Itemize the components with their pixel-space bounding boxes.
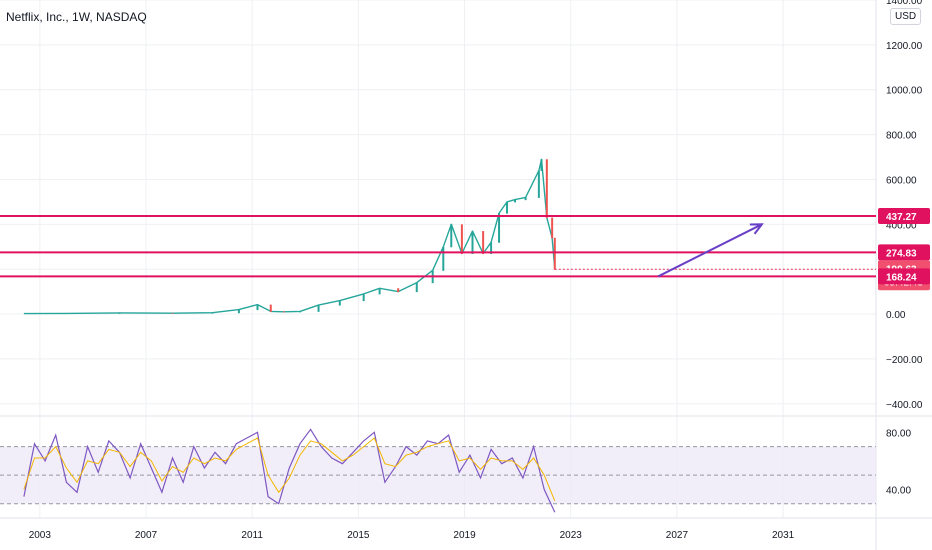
rsi-ma-line [23, 437, 556, 502]
price-axis-label-box [878, 244, 930, 261]
price-axis-label-box [878, 268, 930, 285]
currency-label[interactable]: USD [890, 8, 922, 25]
chart-title: Netflix, Inc., 1W, NASDAQ [6, 10, 147, 24]
x-tick-label: 2007 [135, 530, 158, 541]
rsi-y-tick-label: 80.00 [886, 428, 911, 439]
y-tick-label: 1000.00 [886, 86, 923, 97]
y-tick-label: −400.00 [886, 400, 923, 411]
y-tick-label: 1400.00 [886, 0, 923, 7]
price-axis-label-box [878, 207, 930, 224]
price-axis-label: 168.24 [886, 272, 917, 283]
price-axis-label: 437.27 [886, 212, 917, 223]
trend-arrow-head [749, 223, 764, 235]
y-tick-label: 0.00 [886, 310, 906, 321]
x-tick-label: 2027 [666, 530, 689, 541]
rsi-line [23, 428, 556, 513]
x-tick-label: 2019 [453, 530, 476, 541]
y-tick-label: 1200.00 [886, 41, 923, 52]
x-tick-label: 2015 [347, 530, 370, 541]
rsi-y-tick-label: 40.00 [886, 485, 911, 496]
y-tick-label: 400.00 [886, 220, 917, 231]
y-tick-label: −200.00 [886, 355, 923, 366]
trend-arrow [657, 223, 763, 278]
y-tick-label: 600.00 [886, 175, 917, 186]
y-tick-label: 800.00 [886, 131, 917, 142]
price-axis-label: 274.83 [886, 248, 917, 259]
x-tick-label: 2031 [772, 530, 795, 541]
x-tick-label: 2011 [241, 530, 263, 541]
x-tick-label: 2023 [560, 530, 583, 541]
x-tick-label: 2003 [29, 530, 52, 541]
